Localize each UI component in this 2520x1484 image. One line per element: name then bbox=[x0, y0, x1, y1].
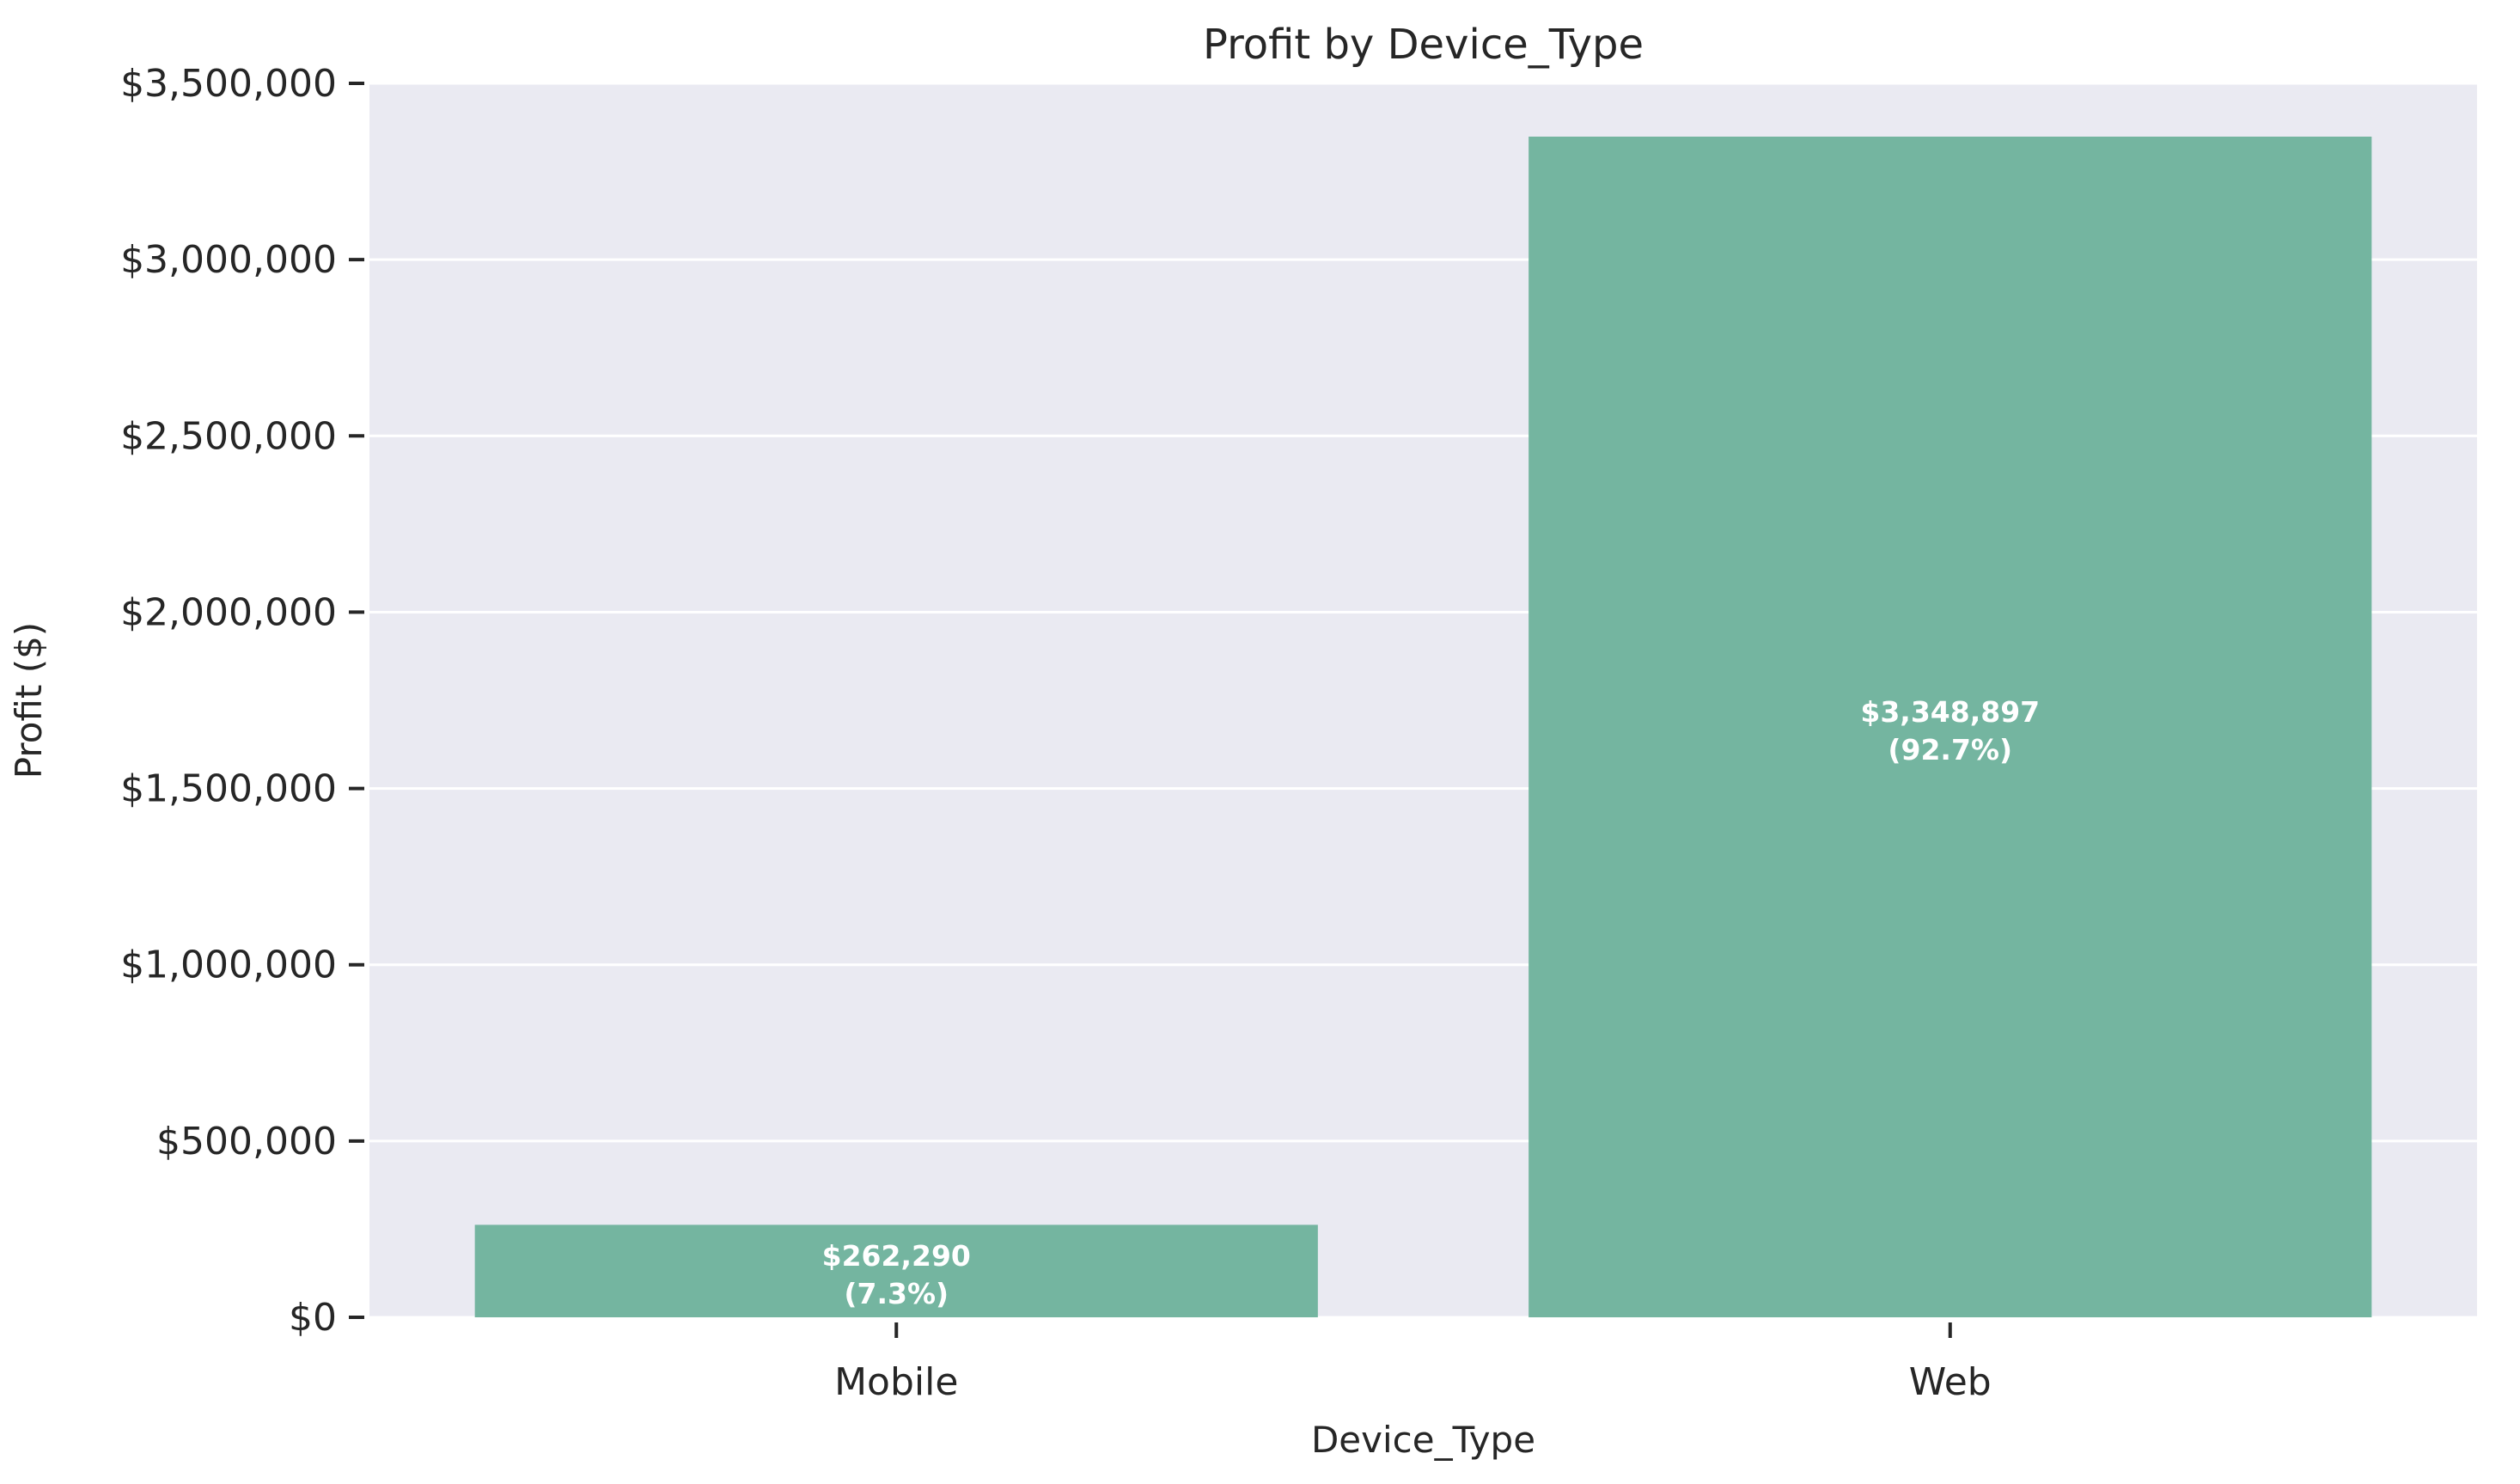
x-tick-label: Mobile bbox=[834, 1360, 958, 1404]
y-tick-label: $0 bbox=[289, 1296, 337, 1340]
y-tick-label: $3,500,000 bbox=[120, 62, 337, 106]
y-tick-label: $3,000,000 bbox=[120, 238, 337, 282]
data-labels: $262,290 (7.3%) $3,348,897 (92.7%) bbox=[822, 695, 2041, 1310]
bars bbox=[474, 136, 2372, 1318]
y-tick-label: $2,500,000 bbox=[120, 414, 337, 458]
bar-value-label: $262,290 bbox=[822, 1239, 971, 1273]
bar-mobile bbox=[474, 1224, 1318, 1317]
bar-value-label: $3,348,897 bbox=[1860, 695, 2040, 729]
y-tick-label: $500,000 bbox=[156, 1120, 337, 1163]
y-axis: $0 $500,000 $1,000,000 $1,500,000 $2,000,000… bbox=[120, 62, 364, 1340]
y-axis-title: Profit ($) bbox=[8, 622, 50, 779]
y-tick-label: $2,000,000 bbox=[120, 590, 337, 634]
chart-title: Profit by Device_Type bbox=[1203, 21, 1644, 69]
x-axis: Mobile Web bbox=[834, 1322, 1992, 1404]
bar-percent-label: (92.7%) bbox=[1888, 733, 2012, 766]
x-axis-title: Device_Type bbox=[1311, 1419, 1535, 1461]
bar-web bbox=[1528, 136, 2372, 1318]
y-tick-label: $1,500,000 bbox=[120, 767, 337, 811]
y-tick-label: $1,000,000 bbox=[120, 944, 337, 987]
bar-percent-label: (7.3%) bbox=[844, 1277, 949, 1310]
x-tick-label: Web bbox=[1909, 1360, 1992, 1404]
